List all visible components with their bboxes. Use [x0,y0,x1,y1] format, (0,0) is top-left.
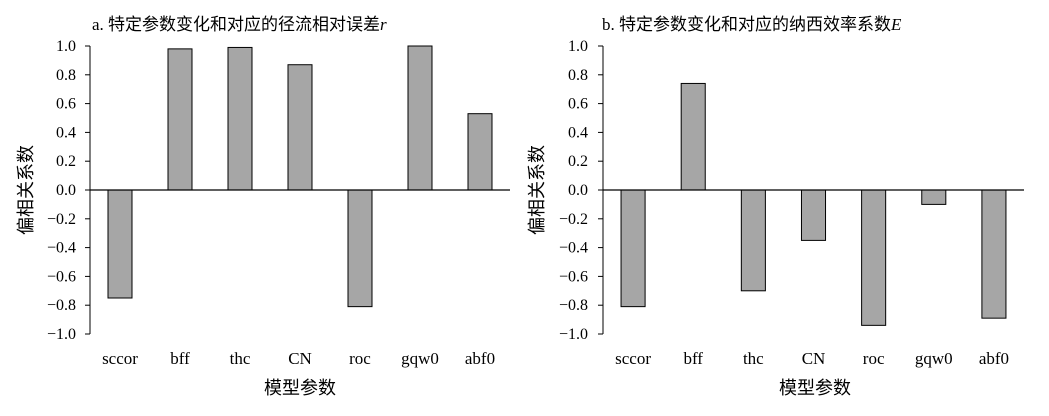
y-tick-label: 1.0 [56,38,76,55]
y-tick-label: 0.4 [56,124,76,141]
bar-thc [227,46,253,191]
x-category-label: CN [802,349,826,368]
y-tick-label: −0.4 [559,240,588,257]
bar-roc [861,189,887,326]
bar-roc [347,189,373,308]
chart-title-variable: r [380,15,387,34]
x-category-label: roc [863,349,885,368]
x-category-label: sccor [102,349,138,368]
bar-CN [800,189,827,241]
x-category-label: abf0 [465,349,495,368]
x-category-label: gqw0 [401,349,439,368]
bar-bff [680,82,706,191]
y-tick-label: −0.2 [559,211,588,228]
panel-a: a. 特定参数变化和对应的径流相对误差r 1.0 0.8 0.6 0.4 0.2 0.0 −0… [16,15,510,398]
bar-sccor [620,189,646,308]
y-tick-label: −0.6 [47,268,76,285]
y-tick-label: 1.0 [568,38,588,55]
chart-title-text: a. 特定参数变化和对应的径流相对误差 [92,15,380,34]
y-tick-label: 0.8 [56,67,76,84]
bar-thc [740,189,766,292]
y-tick-label: −1.0 [559,326,588,343]
bar-bff [167,48,193,191]
chart-title: b. 特定参数变化和对应的纳西效率系数E [602,15,902,34]
y-tick-label: −0.8 [47,297,76,314]
y-tick-label: −0.8 [559,297,588,314]
bar-abf0 [981,189,1007,319]
chart-title: a. 特定参数变化和对应的径流相对误差r [92,15,387,34]
y-tick-label: −0.2 [47,211,76,228]
bar-gqw0 [407,45,433,191]
bar-gqw0 [921,189,947,205]
bar-abf0 [467,113,493,191]
bar-CN [287,64,313,191]
bar-sccor [107,189,133,299]
x-category-label: gqw0 [915,349,953,368]
x-category-label: thc [743,349,764,368]
y-tick-label: 0.4 [568,124,588,141]
y-tick-label: −0.6 [559,268,588,285]
y-tick-label: 0.6 [56,96,76,113]
x-category-label: abf0 [979,349,1009,368]
y-tick-label: 0.2 [56,153,76,170]
y-axis-label: 偏相关系数 [527,145,547,235]
y-tick-label: 0.6 [568,96,588,113]
chart-title-variable: E [890,15,902,34]
x-category-label: CN [288,349,312,368]
x-category-label: roc [349,349,371,368]
panel-b: b. 特定参数变化和对应的纳西效率系数E 1.0 0.8 0.6 0.4 0.2 0.0 −0… [527,15,1024,398]
chart-title-text: b. 特定参数变化和对应的纳西效率系数 [602,15,891,34]
x-axis-label: 模型参数 [779,378,851,398]
x-category-label: sccor [615,349,651,368]
y-axis-label: 偏相关系数 [16,145,36,235]
y-tick-label: 0.2 [568,153,588,170]
x-axis-label: 模型参数 [264,378,336,398]
x-category-label: bff [170,349,190,368]
x-category-label: bff [683,349,703,368]
y-tick-label: 0.0 [568,182,588,199]
y-tick-label: 0.0 [56,182,76,199]
y-tick-label: −0.4 [47,240,76,257]
y-tick-label: −1.0 [47,326,76,343]
x-category-label: thc [230,349,251,368]
y-tick-label: 0.8 [568,67,588,84]
